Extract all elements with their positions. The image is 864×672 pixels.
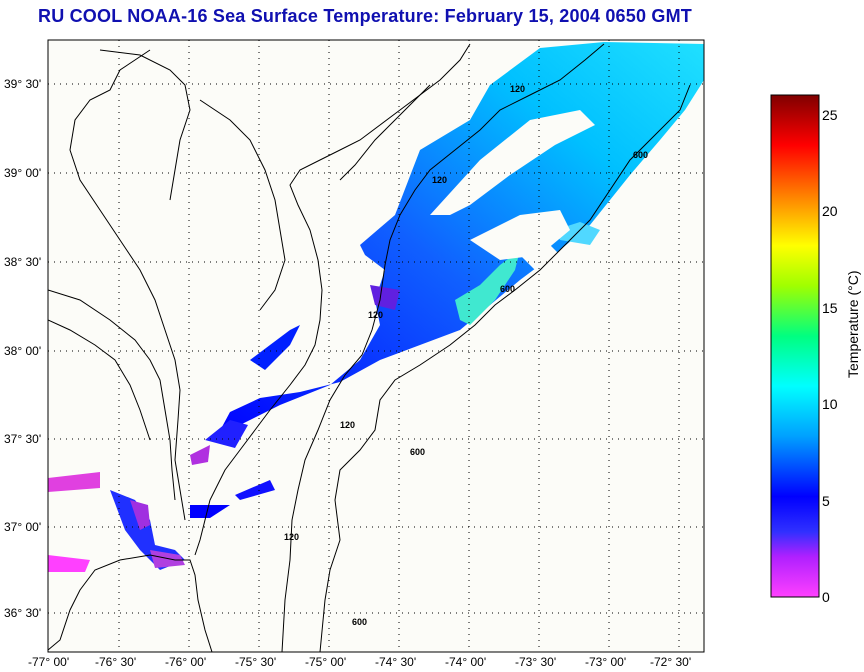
lon-label: -75° 30': [235, 655, 276, 669]
colorbar: 0 5 10 15 20 25 Temperature (°C): [770, 94, 861, 605]
svg-text:600: 600: [633, 150, 648, 160]
bathymetry-contours: [281, 43, 691, 652]
lat-label: 36° 30': [4, 606, 41, 620]
colorbar-tick: 15: [822, 300, 838, 316]
lon-label: -74° 00': [445, 655, 486, 669]
lon-label: -75° 00': [305, 655, 346, 669]
lat-label: 38° 30': [4, 255, 41, 269]
colorbar-tick: 20: [822, 203, 838, 219]
lon-label: -74° 30': [375, 655, 416, 669]
lat-label: 39° 00': [4, 166, 41, 180]
svg-text:120: 120: [510, 84, 525, 94]
lon-label: -72° 30': [650, 655, 691, 669]
colorbar-tick: 0: [822, 589, 830, 605]
lon-label: -77° 00': [28, 655, 69, 669]
coastline: [48, 43, 471, 652]
lat-label: 37° 00': [4, 520, 41, 534]
lat-label: 38° 00': [4, 344, 41, 358]
svg-text:600: 600: [410, 447, 425, 457]
colorbar-scale: [770, 94, 820, 598]
lat-label: 37° 30': [4, 432, 41, 446]
lon-label: -73° 00': [585, 655, 626, 669]
lat-axis: 39° 30' 39° 00' 38° 30' 38° 00' 37° 30' …: [4, 77, 41, 620]
lon-label: -73° 30': [515, 655, 556, 669]
lat-label: 39° 30': [4, 77, 41, 91]
svg-text:600: 600: [352, 617, 367, 627]
colorbar-tick: 10: [822, 396, 838, 412]
svg-text:120: 120: [340, 420, 355, 430]
lon-axis: -77° 00' -76° 30' -76° 00' -75° 30' -75°…: [28, 655, 691, 669]
graticule: [48, 40, 704, 652]
svg-text:120: 120: [432, 175, 447, 185]
colorbar-tick: 25: [822, 107, 838, 123]
lon-label: -76° 00': [165, 655, 206, 669]
map-title: RU COOL NOAA-16 Sea Surface Temperature:…: [38, 6, 692, 26]
contour-labels: 120 600 120 600 120 600 120 120 600: [284, 84, 648, 627]
colorbar-title: Temperature (°C): [845, 270, 861, 378]
plot-frame: [47, 39, 705, 653]
svg-text:120: 120: [284, 532, 299, 542]
svg-text:600: 600: [500, 284, 515, 294]
colorbar-tick: 5: [822, 493, 830, 509]
lon-label: -76° 30': [95, 655, 136, 669]
svg-text:120: 120: [368, 310, 383, 320]
